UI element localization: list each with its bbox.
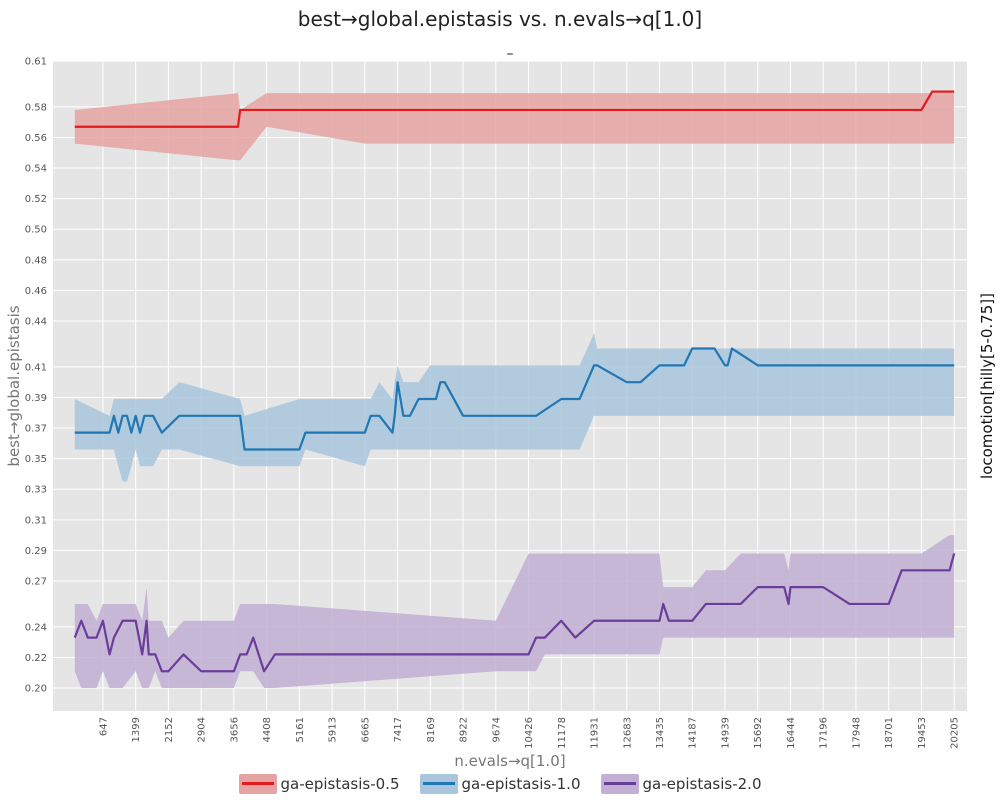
y-tick-10: 0.41 bbox=[25, 362, 47, 373]
x-tick-16: 12683 bbox=[622, 717, 633, 749]
y-tick-6: 0.33 bbox=[25, 485, 47, 496]
y-tick-8: 0.37 bbox=[25, 424, 47, 435]
legend-item-0[interactable]: ga-epistasis-0.5 bbox=[238, 774, 400, 794]
x-tick-17: 13435 bbox=[655, 717, 666, 749]
x-tick-22: 17196 bbox=[819, 717, 830, 749]
legend-label-0: ga-epistasis-0.5 bbox=[280, 775, 400, 793]
x-tick-6: 5161 bbox=[295, 717, 306, 742]
y-tick-14: 0.50 bbox=[25, 225, 47, 236]
x-tick-26: 20205 bbox=[950, 717, 961, 749]
legend-label-2: ga-epistasis-2.0 bbox=[642, 775, 762, 793]
y-tick-15: 0.52 bbox=[25, 194, 47, 205]
series-band-1 bbox=[74, 333, 955, 482]
x-tick-20: 15692 bbox=[753, 717, 764, 749]
y-tick-17: 0.56 bbox=[25, 133, 47, 144]
series-line-1 bbox=[74, 347, 955, 451]
x-tick-10: 8169 bbox=[426, 717, 437, 742]
x-tick-12: 9674 bbox=[491, 717, 502, 742]
series-band-2 bbox=[74, 535, 955, 689]
x-tick-7: 5913 bbox=[328, 717, 339, 742]
legend-label-1: ga-epistasis-1.0 bbox=[461, 775, 581, 793]
x-tick-3: 2904 bbox=[197, 717, 208, 742]
x-tick-2: 2152 bbox=[164, 717, 175, 742]
y-tick-0: 0.20 bbox=[25, 684, 47, 695]
legend-item-2[interactable]: ga-epistasis-2.0 bbox=[600, 774, 762, 794]
x-tick-4: 3656 bbox=[229, 717, 240, 742]
x-tick-0: 647 bbox=[98, 717, 109, 736]
x-tick-13: 10426 bbox=[524, 717, 535, 749]
facet-label: locomotion[hilly[5-0.75]] bbox=[978, 293, 996, 479]
x-tick-11: 8922 bbox=[459, 717, 470, 742]
x-tick-24: 18701 bbox=[884, 717, 895, 749]
y-tick-19: 0.61 bbox=[25, 57, 47, 68]
y-tick-9: 0.39 bbox=[25, 393, 47, 404]
y-tick-3: 0.27 bbox=[25, 577, 47, 588]
x-tick-23: 17948 bbox=[851, 717, 862, 749]
y-tick-4: 0.29 bbox=[25, 546, 47, 557]
legend: ga-epistasis-0.5 ga-epistasis-1.0 ga-epi… bbox=[0, 774, 1000, 794]
x-axis-label: n.evals→q[1.0] bbox=[454, 752, 565, 770]
chart-subtitle: – bbox=[507, 46, 514, 62]
legend-swatch-2 bbox=[600, 774, 639, 794]
y-tick-18: 0.58 bbox=[25, 102, 47, 113]
x-tick-19: 14939 bbox=[720, 717, 731, 749]
legend-swatch-0 bbox=[238, 774, 277, 794]
x-tick-18: 14187 bbox=[688, 717, 699, 749]
series-line-2 bbox=[73, 553, 956, 673]
x-tick-1: 1399 bbox=[131, 717, 142, 742]
y-tick-1: 0.22 bbox=[25, 653, 47, 664]
y-tick-5: 0.31 bbox=[25, 515, 47, 526]
y-tick-7: 0.35 bbox=[25, 454, 47, 465]
x-tick-8: 6665 bbox=[360, 717, 371, 742]
y-tick-16: 0.54 bbox=[25, 164, 47, 175]
x-tick-25: 19453 bbox=[917, 717, 928, 749]
y-axis-label: best→global.epistasis bbox=[5, 305, 23, 466]
x-tick-15: 11931 bbox=[590, 717, 601, 749]
y-tick-labels: 0.20 0.22 0.24 0.27 0.29 0.31 0.33 0.35 0.37 0.39… bbox=[25, 57, 47, 695]
legend-item-1[interactable]: ga-epistasis-1.0 bbox=[419, 774, 581, 794]
series-lines bbox=[73, 90, 956, 673]
y-tick-2: 0.24 bbox=[25, 622, 47, 633]
legend-swatch-1 bbox=[419, 774, 458, 794]
y-tick-11: 0.44 bbox=[25, 317, 47, 328]
series-line-0 bbox=[74, 90, 955, 128]
x-tick-14: 11178 bbox=[557, 717, 568, 749]
x-tick-labels: 647 1399 2152 2904 3656 4408 5161 5913 6665 7417 8… bbox=[98, 717, 960, 749]
x-tick-21: 16444 bbox=[786, 717, 797, 749]
y-tick-13: 0.48 bbox=[25, 255, 47, 266]
chart-title: best→global.epistasis vs. n.evals→q[1.0] bbox=[298, 7, 702, 31]
x-tick-9: 7417 bbox=[393, 717, 404, 742]
x-tick-5: 4408 bbox=[262, 717, 273, 742]
y-tick-12: 0.46 bbox=[25, 286, 47, 297]
